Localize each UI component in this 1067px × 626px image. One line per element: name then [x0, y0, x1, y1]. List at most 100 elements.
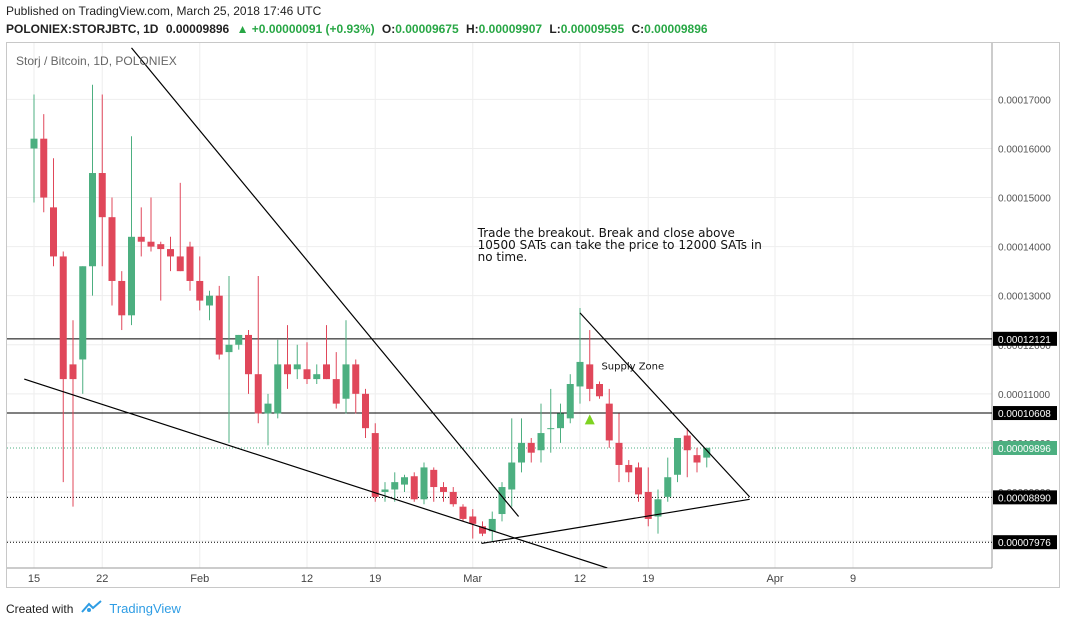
tradingview-brand-link[interactable]: TradingView [109, 601, 181, 616]
low-value: 0.00009595 [560, 22, 625, 36]
x-tick-label: 12 [574, 573, 586, 585]
price-level-tag [993, 406, 1057, 421]
up-arrow-icon: ▲ [236, 22, 249, 36]
published-note: Published on TradingView.com, March 25, … [6, 4, 322, 18]
candle-up [674, 437, 681, 475]
candle-down [50, 207, 57, 257]
ohlc-header: POLONIEX:STORJBTC, 1D 0.00009896 ▲ +0.00… [6, 22, 708, 36]
candle-up [420, 467, 428, 500]
candle-down [196, 280, 204, 301]
y-tick-label: 0.00015000 [998, 194, 1051, 205]
price-level-label: 0.00012121 [998, 335, 1051, 346]
created-with-label: Created with [6, 601, 74, 616]
candle-down [186, 246, 194, 281]
x-tick-label: 19 [369, 573, 381, 585]
close-value: 0.00009896 [644, 22, 708, 36]
candle-up [128, 236, 135, 316]
candle-down [98, 173, 106, 218]
open-label: O: [381, 22, 396, 36]
x-tick-label: 19 [642, 573, 654, 585]
trendline[interactable] [131, 47, 520, 517]
candle-down [167, 249, 174, 257]
candle-down [625, 464, 633, 473]
open-value: 0.00009675 [395, 22, 459, 36]
candle-up [488, 518, 496, 532]
y-tick-label: 0.00016000 [998, 144, 1051, 155]
candle-up [235, 334, 243, 345]
x-tick-label: 15 [28, 573, 40, 585]
candle-up [274, 364, 282, 414]
candle-down [586, 364, 594, 389]
candle-up [498, 487, 506, 515]
candle-down [371, 433, 379, 497]
trendline[interactable] [481, 498, 750, 545]
candle-up [206, 295, 213, 306]
candle-up [293, 364, 301, 370]
candle-up [89, 173, 96, 267]
price-level-tag [993, 490, 1057, 505]
candle-down [332, 379, 340, 404]
candle-down [137, 236, 145, 242]
candle-down [683, 435, 691, 451]
candle-down [59, 256, 67, 380]
price-level-label: 0.00008890 [998, 493, 1051, 504]
candle-down [644, 491, 652, 519]
y-tick-label: 0.00011000 [998, 390, 1051, 401]
candle-up [557, 413, 564, 429]
candle-down [430, 469, 438, 488]
candle-down [118, 280, 126, 316]
candle-up [547, 428, 555, 430]
candle-down [635, 467, 642, 495]
candle-up [703, 447, 711, 458]
y-tick-label: 0.00017000 [998, 95, 1051, 106]
low-label: L: [549, 22, 561, 36]
candle-down [352, 364, 360, 394]
candle-down [469, 516, 477, 524]
annotation-line: Trade the breakout. Break and close abov… [477, 226, 735, 240]
y-tick-label: 0.00012000 [998, 341, 1051, 352]
x-tick-label: 22 [96, 573, 108, 585]
trendlines-group [24, 47, 751, 568]
candle-down [147, 241, 155, 247]
candle-up [391, 482, 399, 490]
candle-up [381, 489, 389, 492]
candle-down [108, 217, 116, 281]
candle-up [30, 138, 38, 149]
text-annotation: Supply Zone [601, 361, 664, 372]
candle-down [362, 393, 369, 429]
candle-up [508, 462, 516, 490]
candle-down [245, 334, 252, 375]
text-annotation: Trade the breakout. Break and close abov… [477, 226, 762, 264]
trendline[interactable] [579, 312, 751, 498]
tradingview-logo-icon[interactable] [81, 600, 103, 617]
annotation-line: no time. [478, 250, 528, 264]
x-tick-label: 12 [301, 573, 313, 585]
price-level-label: 0.00010608 [998, 409, 1051, 420]
close-label: C: [631, 22, 645, 36]
change-value: +0.00000091 (+0.93%) [251, 22, 375, 36]
candle-down [459, 506, 467, 519]
candle-up [264, 403, 272, 414]
annotation-line: 10500 SATs can take the price to 12000 S… [478, 238, 762, 252]
trendline[interactable] [24, 378, 608, 568]
candle-down [479, 526, 486, 534]
candle-up [401, 477, 408, 485]
x-tick-label: 9 [850, 573, 856, 585]
triangle-up-marker [584, 414, 595, 425]
price-level-tag [993, 535, 1057, 550]
high-label: H: [466, 22, 479, 36]
x-tick-label: Apr [766, 573, 783, 585]
candle-down [615, 442, 623, 465]
chart-frame[interactable] [6, 42, 1060, 588]
candle-up [79, 266, 87, 360]
candle-up [225, 344, 233, 353]
y-tick-label: 0.00014000 [998, 243, 1051, 254]
candle-up [313, 374, 321, 380]
chart-title: Storj / Bitcoin, 1D, POLONIEX [16, 54, 177, 68]
candle-down [157, 244, 165, 250]
candle-down [605, 403, 613, 441]
candle-up [342, 364, 350, 399]
last-price-tag [993, 440, 1057, 455]
candle-down [596, 384, 603, 397]
